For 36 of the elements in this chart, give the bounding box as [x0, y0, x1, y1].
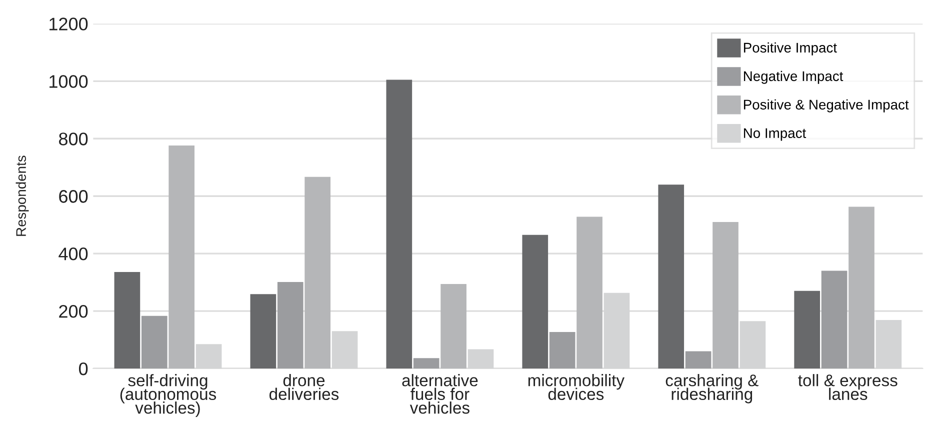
x-tick-label: self-driving (autonomous vehicles) — [120, 374, 216, 418]
x-tick-label: carsharing & ridesharing — [666, 374, 758, 404]
bar — [141, 316, 168, 369]
bar — [440, 284, 466, 369]
bar — [712, 222, 738, 369]
y-tick-label: 0 — [79, 362, 88, 376]
bar — [549, 332, 576, 369]
bar — [848, 206, 874, 369]
x-tick-label: drone deliveries — [269, 374, 339, 400]
bar — [794, 290, 820, 369]
bar — [413, 358, 440, 369]
bar — [304, 176, 330, 369]
x-tick-label: micromobility devices — [528, 374, 625, 400]
y-tick-label: 1200 — [50, 18, 88, 30]
bar — [658, 184, 684, 369]
legend-label: Positive & Negative Impact — [744, 99, 909, 112]
bar — [386, 80, 412, 369]
legend-label: Negative Impact — [744, 70, 844, 84]
legend-label: No Impact — [744, 128, 806, 141]
y-tick-label: 600 — [59, 190, 88, 203]
x-tick-label: alternative fuels for vehicles — [402, 374, 478, 414]
bar — [685, 351, 712, 369]
legend-label: Positive Impact — [744, 42, 837, 56]
bar — [114, 272, 140, 369]
y-tick-label: 1000 — [50, 75, 88, 88]
bar — [277, 282, 304, 369]
y-tick-label: 400 — [58, 248, 88, 260]
y-axis-title: Respondents — [16, 156, 29, 236]
bar — [250, 294, 276, 369]
bar — [168, 146, 195, 369]
y-tick-label: 800 — [59, 132, 88, 146]
bar — [576, 216, 602, 369]
bar — [522, 234, 548, 369]
y-tick-label: 200 — [59, 304, 88, 318]
x-tick-label: toll & express lanes — [798, 374, 898, 400]
bar — [821, 270, 848, 369]
